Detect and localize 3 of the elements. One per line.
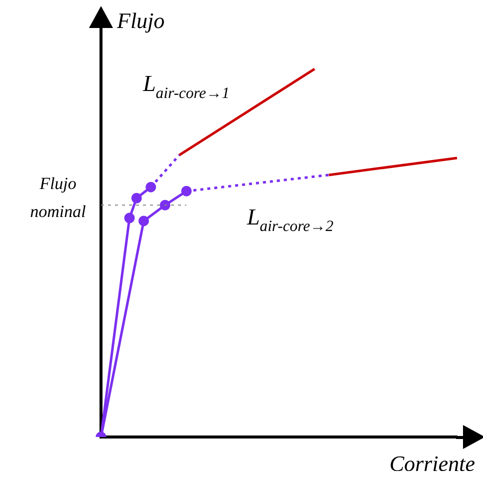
y-axis-title: Flujo xyxy=(116,8,165,33)
ref-line-label: Flujo nominal xyxy=(30,174,86,222)
x-axis-title: Corriente xyxy=(389,451,476,476)
